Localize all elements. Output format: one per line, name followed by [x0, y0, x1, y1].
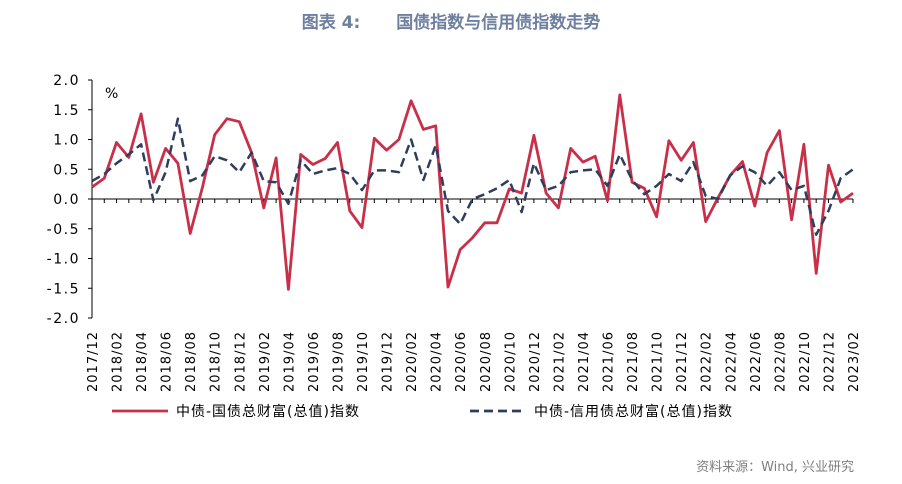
x-tick-label: 2022/10	[798, 331, 813, 392]
x-tick-label: 2020/06	[454, 331, 469, 392]
x-tick-label: 2020/10	[503, 331, 518, 392]
x-tick-label: 2020/02	[405, 331, 420, 392]
legend: 中债-国债总财富(总值)指数 中债-信用债总财富(总值)指数	[112, 403, 733, 420]
x-tick-label: 2019/10	[356, 331, 371, 392]
x-tick-label: 2018/12	[233, 331, 248, 392]
source-note: 资料来源：Wind, 兴业研究	[696, 460, 854, 475]
y-tick-label: 1.0	[53, 133, 80, 149]
x-tick-label: 2020/04	[430, 331, 445, 392]
y-tick-label: -1.5	[47, 281, 80, 297]
x-tick-label: 2018/08	[184, 331, 199, 392]
x-tick-label: 2021/06	[602, 331, 617, 392]
chart-title-row: 图表 4: 国债指数与信用债指数走势	[0, 8, 902, 33]
series-layer	[91, 93, 854, 291]
x-tick-label: 2018/06	[160, 331, 175, 392]
y-tick-label: 0.0	[53, 192, 80, 208]
x-tick-label: 2021/08	[626, 331, 641, 392]
chart-title: 国债指数与信用债指数走势	[396, 13, 601, 33]
x-tick-label: 2017/12	[86, 331, 101, 392]
x-tick-label: 2021/02	[552, 331, 567, 392]
x-tick-label: 2019/02	[258, 331, 273, 392]
y-tick-label: 2.0	[53, 73, 80, 89]
x-tick-label: 2022/12	[822, 331, 837, 392]
figure-label: 图表 4:	[301, 13, 361, 33]
x-tick-label: 2019/12	[381, 331, 396, 392]
x-tick-label: 2018/10	[209, 331, 224, 392]
x-tick-label: 2020/08	[479, 331, 494, 392]
series-line-government-bond	[91, 93, 854, 291]
x-tick-label: 2019/04	[282, 331, 297, 392]
y-tick-label: -2.0	[47, 311, 80, 327]
y-axis: 2.0 1.5 1.0 0.5 0.0 -0.5 -1.0 -1.5 -2.0%	[47, 73, 119, 327]
series-line-credit-bond	[91, 117, 854, 236]
x-tick-label: 2019/08	[331, 331, 346, 392]
x-tick-label: 2022/04	[724, 331, 739, 392]
x-tick-label: 2021/12	[675, 331, 690, 392]
x-tick-label: 2019/06	[307, 331, 322, 392]
x-tick-label: 2018/02	[111, 331, 126, 392]
x-tick-label: 2023/02	[847, 331, 862, 392]
y-axis-unit-label: %	[105, 86, 118, 102]
y-tick-label: -1.0	[47, 252, 80, 268]
x-tick-label: 2022/06	[749, 331, 764, 392]
x-tick-label: 2022/08	[773, 331, 788, 392]
y-tick-label: -0.5	[47, 222, 80, 238]
x-tick-label: 2021/10	[651, 331, 666, 392]
x-tick-label: 2018/04	[135, 331, 150, 392]
y-tick-label: 0.5	[53, 162, 80, 178]
x-tick-label: 2021/04	[577, 331, 592, 392]
x-tick-label: 2022/02	[700, 331, 715, 392]
y-tick-label: 1.5	[53, 103, 80, 119]
x-axis: 2017/12 2018/02 2018/04 2018/06 2018/08 2018/…	[86, 198, 862, 392]
legend-item-government-bond-label: 中债-国债总财富(总值)指数	[176, 403, 360, 420]
legend-item-credit-bond-label: 中债-信用债总财富(总值)指数	[534, 403, 733, 420]
x-tick-label: 2020/12	[528, 331, 543, 392]
